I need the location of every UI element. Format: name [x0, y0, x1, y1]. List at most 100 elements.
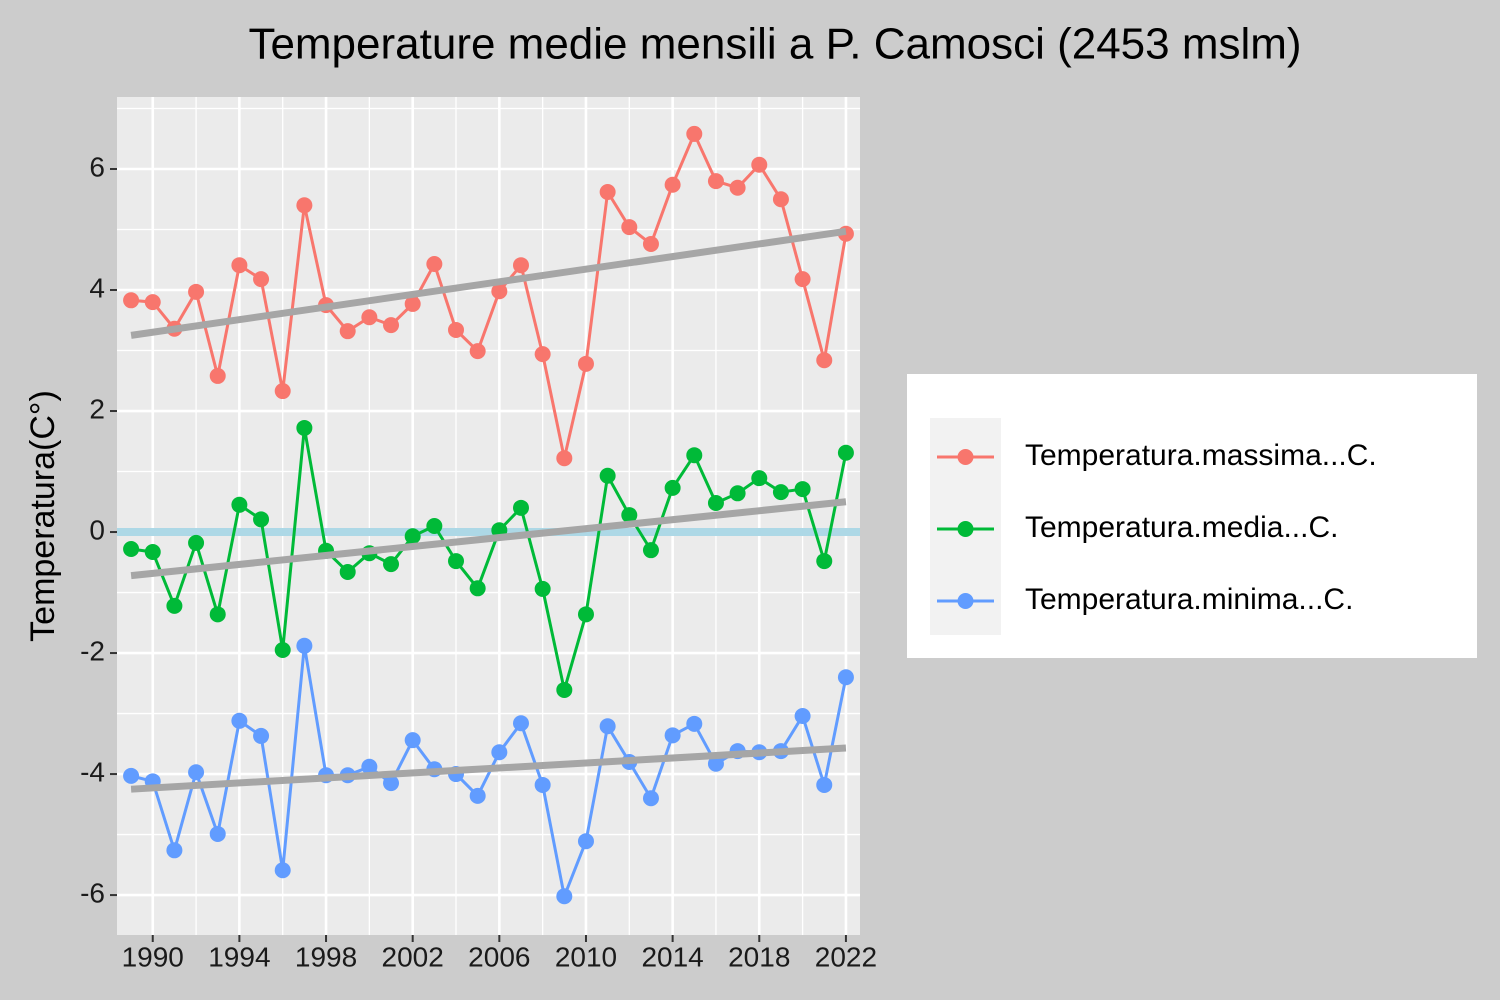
data-point	[729, 485, 746, 502]
data-point	[231, 496, 248, 513]
data-point	[188, 534, 205, 551]
data-point	[534, 580, 551, 597]
data-point	[383, 775, 400, 792]
data-point	[707, 173, 724, 190]
data-point	[707, 755, 724, 772]
data-point	[686, 125, 703, 142]
series-line	[130, 130, 848, 459]
data-point	[556, 681, 573, 698]
data-point	[512, 257, 529, 274]
y-tick-label: -2	[80, 635, 105, 666]
data-point	[231, 712, 248, 729]
data-point	[772, 484, 789, 501]
legend-key-point	[957, 449, 974, 465]
data-point	[253, 271, 270, 288]
data-point	[361, 758, 378, 775]
data-point	[642, 790, 659, 807]
data-point	[599, 467, 616, 484]
data-point	[448, 553, 465, 570]
data-point	[707, 494, 724, 511]
data-point	[144, 294, 161, 311]
data-point	[404, 528, 421, 545]
data-point	[491, 744, 508, 761]
legend-label: Temperatura.minima...C.	[1025, 583, 1353, 616]
data-point	[599, 718, 616, 735]
data-point	[686, 447, 703, 464]
data-point	[664, 479, 681, 496]
y-axis-label: Temperatura(C°)	[24, 390, 62, 642]
data-point	[296, 419, 313, 436]
series-line	[130, 427, 848, 691]
data-point	[274, 383, 291, 400]
x-tick-label: 2010	[555, 941, 617, 972]
data-point	[426, 255, 443, 272]
y-tick-label: 4	[89, 272, 105, 303]
data-point	[339, 563, 356, 580]
data-point	[751, 470, 768, 487]
y-tick-label: 2	[89, 393, 105, 424]
y-tick-label: -6	[80, 877, 105, 908]
data-point	[404, 295, 421, 312]
data-point	[664, 727, 681, 744]
data-point	[469, 787, 486, 804]
data-point	[339, 323, 356, 340]
data-point	[144, 544, 161, 561]
data-point	[383, 556, 400, 573]
chart-title: Temperature medie mensili a P. Camosci (…	[248, 20, 1301, 69]
x-tick-label: 2006	[468, 941, 530, 972]
data-point	[123, 540, 140, 557]
data-point	[404, 732, 421, 749]
data-point	[556, 450, 573, 467]
data-point	[816, 352, 833, 369]
panel	[117, 97, 860, 935]
data-point	[686, 715, 703, 732]
data-point	[383, 317, 400, 334]
data-point	[772, 191, 789, 208]
trend-line	[130, 498, 847, 580]
legend-label: Temperatura.massima...C.	[1025, 439, 1377, 472]
data-point	[577, 833, 594, 850]
x-tick-label: 2018	[728, 941, 790, 972]
data-point	[794, 271, 811, 288]
data-point	[837, 444, 854, 461]
x-tick-label: 2002	[382, 941, 444, 972]
data-point	[621, 507, 638, 524]
data-point	[577, 606, 594, 623]
legend-label: Temperatura.media...C.	[1025, 511, 1338, 544]
data-point	[534, 776, 551, 793]
data-point	[209, 367, 226, 384]
data-point	[296, 637, 313, 654]
data-point	[231, 257, 248, 274]
data-point	[816, 776, 833, 793]
x-tick-label: 1990	[122, 941, 184, 972]
data-point	[751, 156, 768, 173]
data-point	[837, 669, 854, 686]
y-tick-label: -4	[80, 756, 105, 787]
x-tick-label: 2022	[815, 941, 877, 972]
data-point	[188, 764, 205, 781]
data-point	[729, 179, 746, 196]
data-point	[491, 283, 508, 300]
data-point	[556, 888, 573, 905]
data-point	[794, 707, 811, 724]
data-point	[253, 511, 270, 528]
data-point	[274, 862, 291, 879]
data-point	[209, 606, 226, 623]
data-point	[469, 580, 486, 597]
x-tick-label: 1998	[295, 941, 357, 972]
data-point	[512, 499, 529, 516]
x-tick-label: 1994	[208, 941, 270, 972]
data-point	[816, 553, 833, 570]
trend-line	[130, 744, 847, 793]
data-point	[123, 767, 140, 784]
data-point	[512, 715, 529, 732]
data-point	[361, 309, 378, 326]
data-point	[166, 597, 183, 614]
data-point	[123, 292, 140, 309]
data-point	[448, 321, 465, 338]
data-point	[642, 236, 659, 253]
data-point	[253, 727, 270, 744]
data-point	[166, 842, 183, 859]
